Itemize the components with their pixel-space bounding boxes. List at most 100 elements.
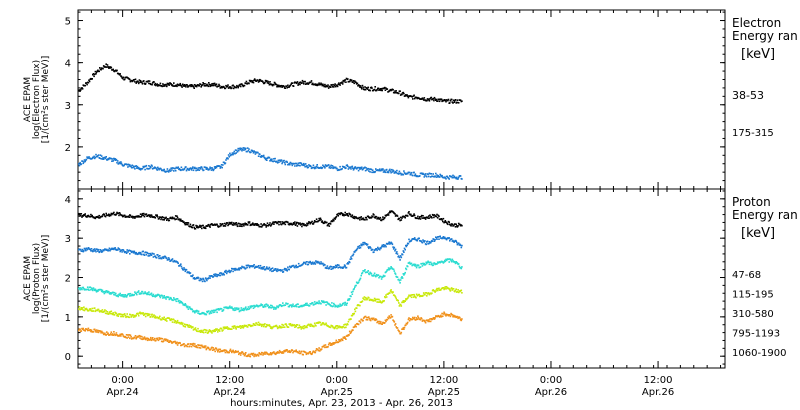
- data-point: [147, 337, 150, 340]
- data-point: [195, 169, 197, 172]
- data-point: [82, 215, 85, 217]
- data-point: [294, 350, 297, 353]
- data-point: [239, 147, 241, 149]
- data-point: [297, 266, 299, 268]
- data-point: [254, 324, 257, 326]
- data-point: [317, 84, 320, 86]
- data-point: [456, 225, 458, 227]
- data-point: [311, 353, 313, 355]
- x-axis-label: hours:minutes, Apr. 23, 2013 - Apr. 26, …: [230, 398, 453, 409]
- data-point: [426, 240, 429, 243]
- data-point: [454, 99, 456, 102]
- data-point: [117, 295, 120, 298]
- data-point: [84, 248, 86, 250]
- legend-title: Electron: [732, 16, 781, 30]
- data-point: [401, 93, 403, 96]
- data-point: [183, 343, 185, 345]
- data-point: [324, 344, 327, 346]
- data-point: [359, 168, 361, 170]
- data-point: [147, 255, 150, 257]
- data-point: [190, 345, 193, 348]
- data-point: [400, 219, 403, 221]
- data-point: [90, 250, 92, 252]
- data-point: [265, 267, 267, 270]
- data-point: [183, 304, 186, 307]
- data-point: [167, 257, 170, 259]
- data-point: [436, 174, 438, 176]
- data-point: [115, 213, 118, 215]
- data-point: [337, 304, 339, 307]
- data-point: [277, 220, 280, 223]
- data-point: [442, 217, 445, 220]
- data-point: [288, 305, 290, 308]
- data-point: [96, 331, 99, 333]
- data-point: [385, 168, 388, 171]
- data-point: [197, 84, 199, 86]
- data-point: [453, 241, 456, 243]
- data-point: [169, 319, 172, 322]
- data-point: [134, 335, 137, 337]
- data-point: [120, 75, 123, 78]
- data-point: [205, 84, 208, 87]
- data-point: [99, 330, 102, 333]
- data-point: [390, 314, 392, 316]
- data-point: [324, 323, 327, 326]
- data-point: [187, 167, 189, 170]
- data-point: [344, 79, 346, 81]
- data-point: [385, 296, 388, 298]
- data-point: [181, 267, 183, 269]
- data-point: [315, 221, 317, 223]
- data-point: [442, 220, 444, 223]
- data-point: [170, 297, 172, 300]
- data-point: [341, 168, 343, 170]
- data-point: [283, 85, 285, 88]
- data-point: [211, 349, 214, 351]
- data-point: [277, 306, 280, 309]
- data-point: [287, 326, 290, 328]
- data-point: [391, 291, 393, 293]
- data-point: [426, 262, 428, 265]
- data-point: [133, 216, 136, 218]
- data-point: [266, 222, 269, 224]
- data-point: [90, 329, 93, 331]
- data-point: [225, 326, 227, 329]
- x-tick-time: 0:00: [326, 375, 348, 386]
- data-point: [288, 162, 290, 165]
- data-point: [352, 80, 355, 82]
- data-point: [237, 86, 239, 89]
- data-point: [450, 98, 453, 101]
- data-point: [320, 221, 323, 223]
- data-point: [306, 224, 309, 226]
- data-point: [231, 307, 234, 310]
- data-point: [402, 91, 405, 94]
- data-point: [81, 307, 84, 309]
- data-point: [268, 83, 271, 86]
- data-point: [413, 97, 416, 100]
- data-point: [143, 82, 146, 85]
- data-point: [425, 261, 427, 264]
- data-point: [287, 163, 290, 166]
- data-point: [294, 265, 297, 268]
- data-point: [209, 166, 211, 169]
- data-point: [82, 286, 85, 289]
- data-point: [274, 82, 276, 85]
- data-point: [104, 157, 107, 160]
- data-point: [315, 218, 318, 220]
- data-point: [419, 266, 422, 268]
- data-point: [270, 268, 273, 270]
- data-point: [164, 319, 167, 322]
- data-point: [224, 349, 226, 351]
- data-point: [123, 296, 126, 298]
- data-point: [146, 293, 148, 296]
- data-point: [361, 166, 363, 169]
- data-point: [199, 224, 201, 227]
- data-point: [180, 301, 182, 304]
- data-point: [222, 273, 224, 276]
- data-point: [335, 325, 338, 327]
- data-point: [239, 223, 241, 225]
- legend-unit: [keV]: [741, 226, 775, 241]
- data-point: [215, 83, 218, 85]
- data-point: [213, 329, 216, 331]
- data-point: [437, 174, 440, 177]
- data-point: [248, 307, 251, 310]
